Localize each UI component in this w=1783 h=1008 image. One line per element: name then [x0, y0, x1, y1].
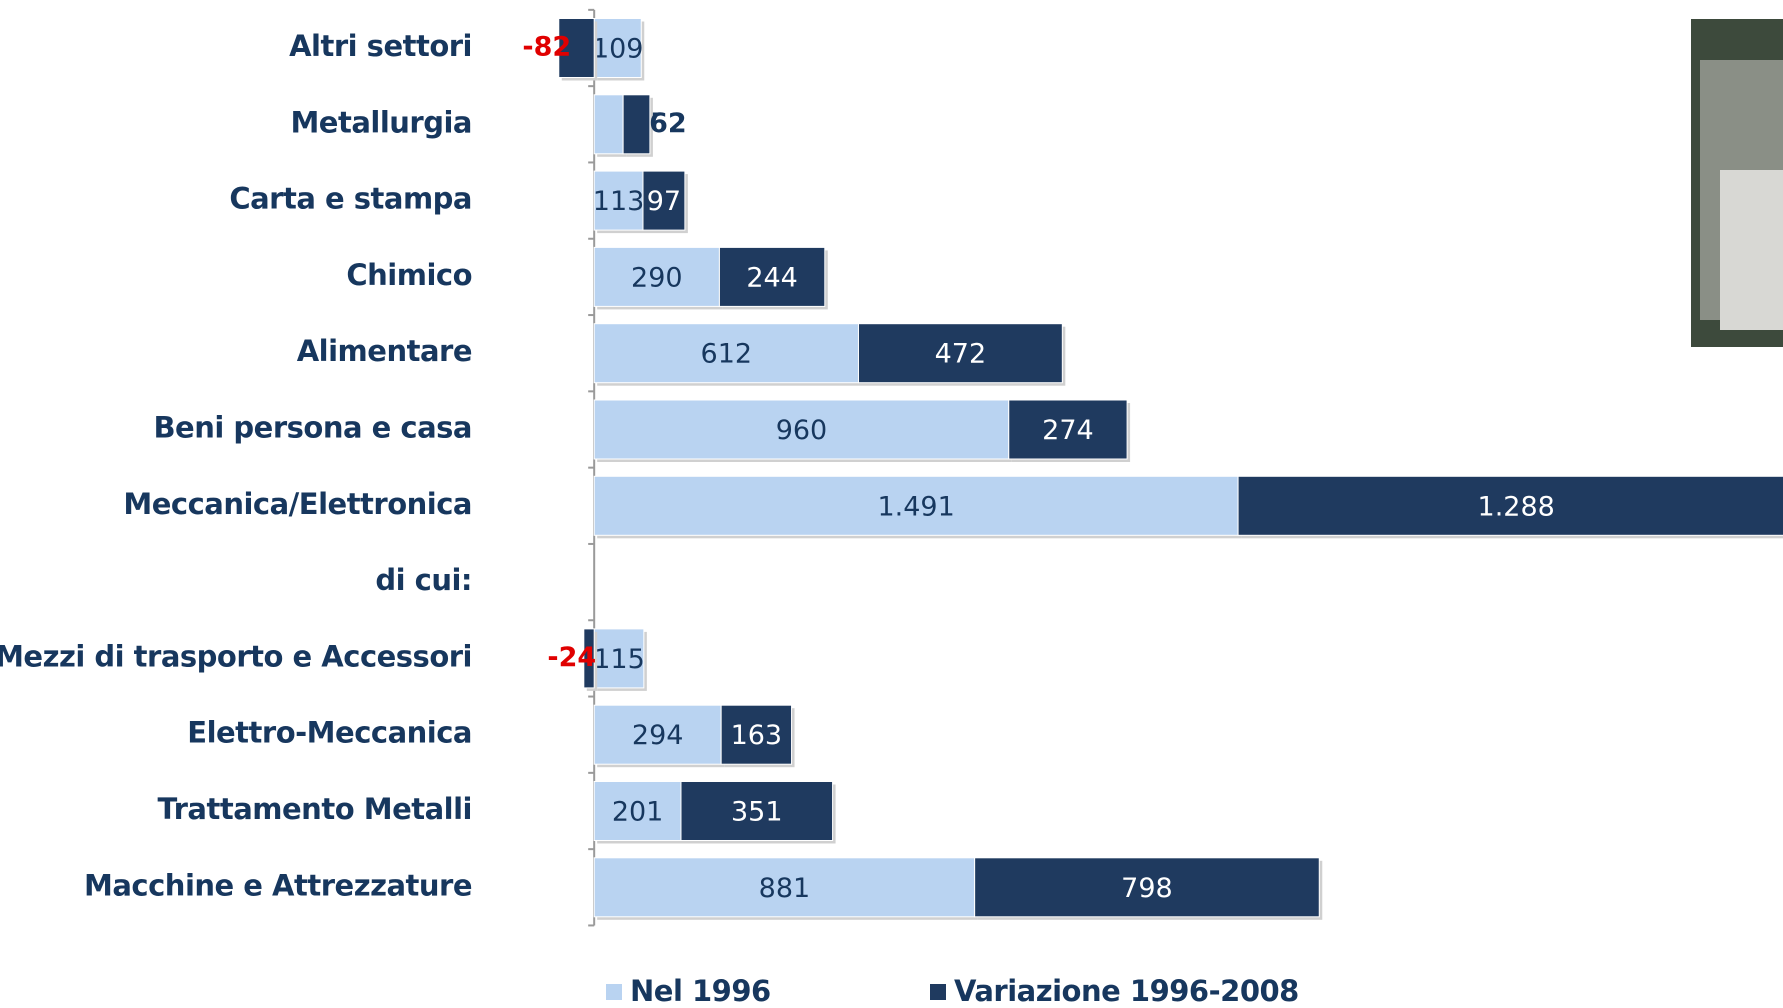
value-label: 163 [731, 720, 783, 751]
value-label: 290 [631, 262, 683, 293]
bar [593, 170, 644, 231]
bar [1008, 399, 1128, 460]
value-label: 109 [592, 34, 644, 65]
value-label: 115 [593, 644, 645, 675]
photo-beard [1720, 170, 1783, 330]
category-label: Trattamento Metalli [158, 792, 472, 826]
category-label: Macchine e Attrezzature [84, 868, 472, 902]
category-label: Carta e stampa [229, 182, 472, 216]
bar [857, 323, 1063, 384]
legend-swatch [930, 984, 946, 1000]
bar [1237, 475, 1783, 536]
bar [593, 475, 1239, 536]
value-label: 1.288 [1478, 491, 1555, 522]
bar [680, 781, 834, 841]
value-label: 881 [759, 873, 811, 904]
value-label: 244 [746, 262, 798, 293]
value-label: -24 [547, 642, 596, 673]
value-label: 798 [1121, 873, 1173, 904]
bar [593, 246, 720, 307]
category-label: Meccanica/Elettronica [123, 487, 472, 521]
category-label: Mezzi di trasporto e Accessori [0, 639, 472, 673]
bar [593, 628, 645, 689]
category-label: Chimico [346, 258, 472, 292]
category-label: Altri settori [289, 29, 472, 63]
value-label: 960 [776, 415, 828, 446]
legend-label: Nel 1996 [630, 974, 771, 1008]
value-label: 113 [593, 186, 645, 217]
bar [593, 857, 976, 918]
bar [642, 170, 686, 231]
category-label: Beni persona e casa [153, 411, 472, 445]
bar [720, 704, 793, 765]
category-label: di cui: [375, 563, 472, 597]
category-label: Alimentare [297, 334, 472, 368]
legend-swatch [606, 984, 622, 1000]
value-label: 62 [649, 108, 687, 139]
value-label: 351 [731, 797, 783, 828]
value-label: 294 [632, 720, 684, 751]
bar [718, 246, 826, 307]
value-label: 97 [647, 186, 681, 217]
value-label: 274 [1042, 415, 1094, 446]
category-label: Elettro-Meccanica [187, 716, 472, 750]
value-label: 612 [701, 339, 753, 370]
bar [622, 94, 651, 155]
value-label: 1.491 [877, 491, 954, 522]
value-label: 472 [935, 339, 987, 370]
bar [593, 323, 859, 384]
category-label: Metallurgia [290, 105, 472, 139]
bar [593, 399, 1010, 460]
bar [558, 18, 595, 78]
value-label: 201 [612, 797, 664, 828]
bar [593, 94, 624, 155]
value-label: -82 [522, 32, 571, 63]
bar [583, 628, 595, 689]
legend-label: Variazione 1996-2008 [954, 974, 1299, 1008]
bar [974, 857, 1320, 918]
